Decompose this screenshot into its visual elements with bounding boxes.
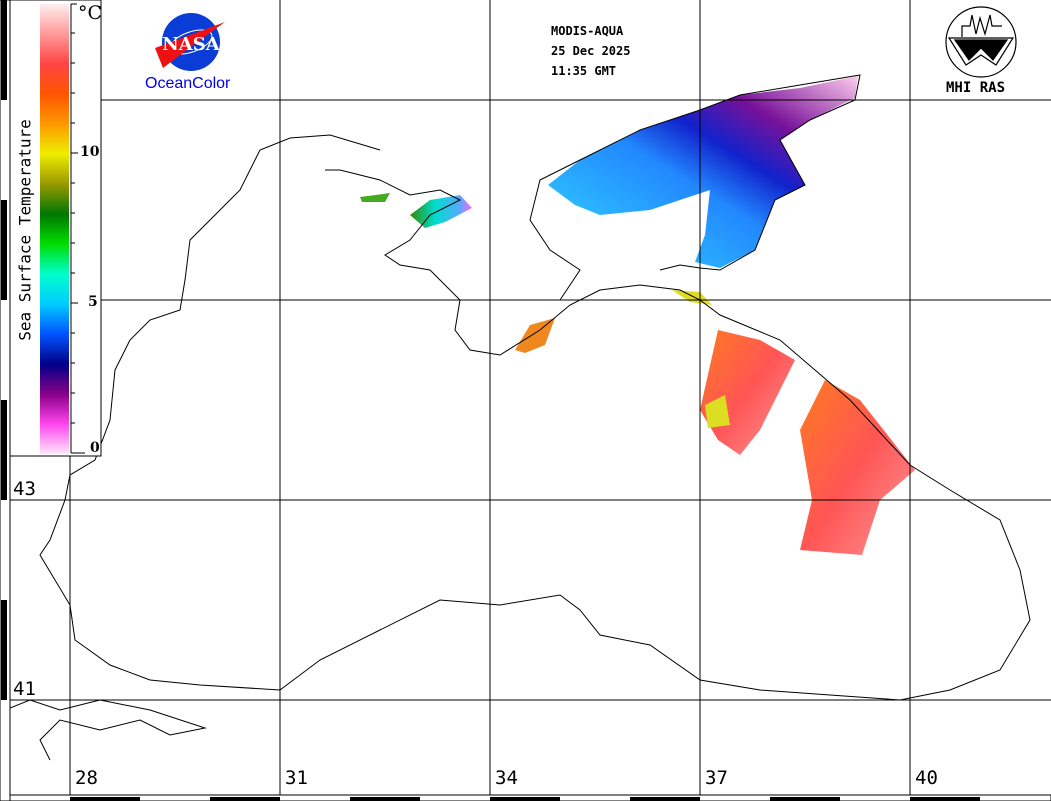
lon-label-31: 31 <box>285 767 308 789</box>
sst-east-patch-2 <box>800 380 915 555</box>
lon-label-28: 28 <box>75 767 98 789</box>
legend-unit: °C <box>78 2 103 24</box>
colorbar <box>40 4 69 454</box>
date-label: 25 Dec 2025 <box>551 44 631 58</box>
lon-label-37: 37 <box>705 767 728 789</box>
lon-label-40: 40 <box>915 767 938 789</box>
time-label: 11:35 GMT <box>551 64 617 78</box>
nasa-logo: NASA <box>155 13 225 71</box>
lat-label-41: 41 <box>13 678 36 700</box>
legend-tick-5: 5 <box>88 294 98 310</box>
sst-green-patch <box>360 193 390 202</box>
coastline-black-sea <box>39 134 1031 701</box>
satellite-label: MODIS-AQUA <box>551 24 624 38</box>
sst-yellow-patch <box>705 395 730 428</box>
lat-label-43: 43 <box>13 478 36 500</box>
mhi-ras-logo <box>945 6 1017 78</box>
coastline-marmara <box>0 699 207 761</box>
sst-kerch-patch <box>672 290 712 305</box>
legend-tick-0: 0 <box>90 440 100 456</box>
legend-tick-10: 10 <box>80 144 100 160</box>
oceancolor-caption: OceanColor <box>145 75 231 92</box>
coastline-azov-sea <box>529 74 861 301</box>
sst-azov-sea <box>548 76 858 268</box>
colorbar-axis <box>70 3 85 454</box>
lon-label-34: 34 <box>495 767 518 789</box>
legend-title: Sea Surface Temperature <box>15 119 35 341</box>
sst-west-patch <box>515 318 555 353</box>
sst-crimea-patch <box>410 195 472 228</box>
mhi-ras-caption: MHI RAS <box>946 80 1006 96</box>
svg-text:NASA: NASA <box>162 34 220 55</box>
sst-east-patch-1 <box>700 330 795 455</box>
